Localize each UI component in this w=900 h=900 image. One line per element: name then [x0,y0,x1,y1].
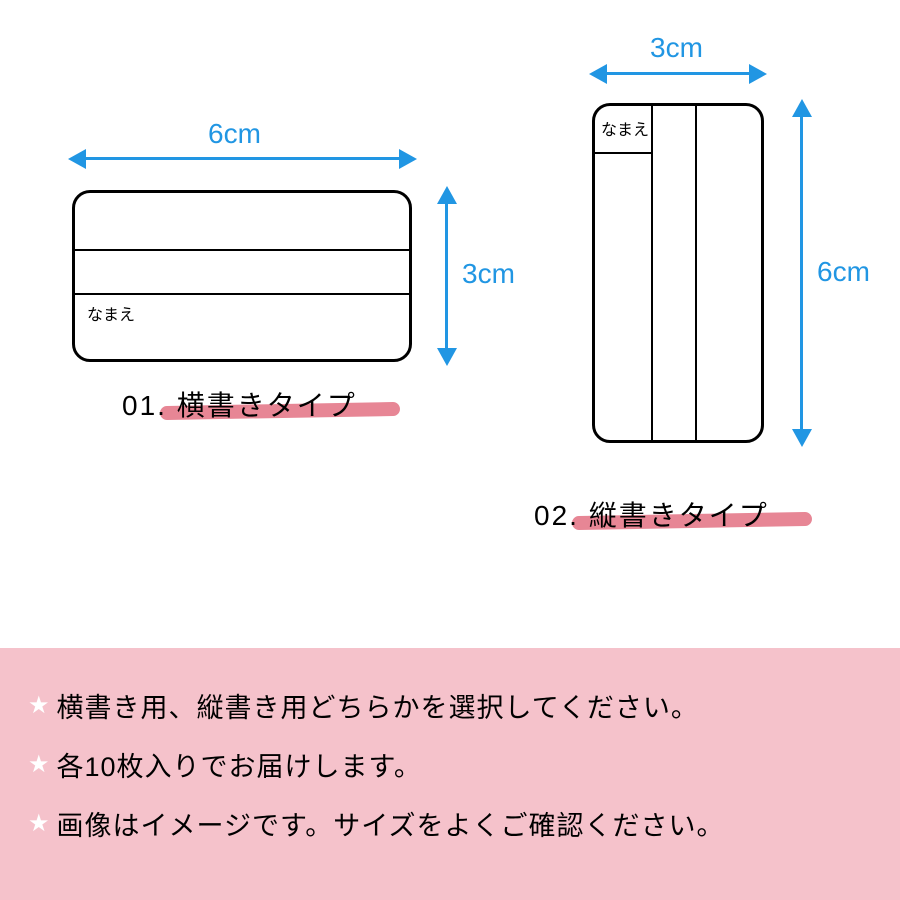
arrow-head-up-icon [792,99,812,117]
horizontal-shape: なまえ [72,190,412,362]
star-icon: ★ [28,691,51,720]
diagram-area: なまえ 6cm 3cm 01. 横書きタイプ なまえ 3cm 6cm 02. 縦… [0,0,900,620]
footer-text-1: 横書き用、縦書き用どちらかを選択してください。 [57,686,699,725]
vertical-width-label: 3cm [650,32,703,64]
arrow-head-down-icon [437,348,457,366]
horizontal-height-arrow-line [445,201,448,351]
footer-line-2: ★ 各10枚入りでお届けします。 [28,745,872,784]
vertical-height-label: 6cm [817,256,870,288]
arrow-head-down-icon [792,429,812,447]
vertical-height-arrow-line [800,114,803,432]
vertical-shape: なまえ [592,103,764,443]
arrow-head-left-icon [68,149,86,169]
star-icon: ★ [28,750,51,779]
horizontal-name-label: なまえ [87,301,135,325]
vertical-divider-2 [695,106,697,440]
vertical-divider-1 [651,106,653,440]
horizontal-caption: 01. 横書きタイプ [122,384,357,424]
star-icon: ★ [28,809,51,838]
vertical-caption: 02. 縦書きタイプ [534,494,769,534]
vertical-name-divider [595,152,651,154]
arrow-head-up-icon [437,186,457,204]
footer-line-3: ★ 画像はイメージです。サイズをよくご確認ください。 [28,804,872,843]
footer-line-1: ★ 横書き用、縦書き用どちらかを選択してください。 [28,686,872,725]
horizontal-divider-1 [75,249,409,251]
footer-text-3: 画像はイメージです。サイズをよくご確認ください。 [57,804,725,843]
vertical-name-label: なまえ [601,116,649,140]
footer-text-2: 各10枚入りでお届けします。 [57,745,422,784]
horizontal-divider-2 [75,293,409,295]
horizontal-width-label: 6cm [208,118,261,150]
vertical-width-arrow-line [604,72,752,75]
horizontal-width-arrow-line [83,157,402,160]
arrow-head-right-icon [749,64,767,84]
arrow-head-right-icon [399,149,417,169]
footer-panel: ★ 横書き用、縦書き用どちらかを選択してください。 ★ 各10枚入りでお届けしま… [0,648,900,900]
arrow-head-left-icon [589,64,607,84]
horizontal-height-label: 3cm [462,258,515,290]
